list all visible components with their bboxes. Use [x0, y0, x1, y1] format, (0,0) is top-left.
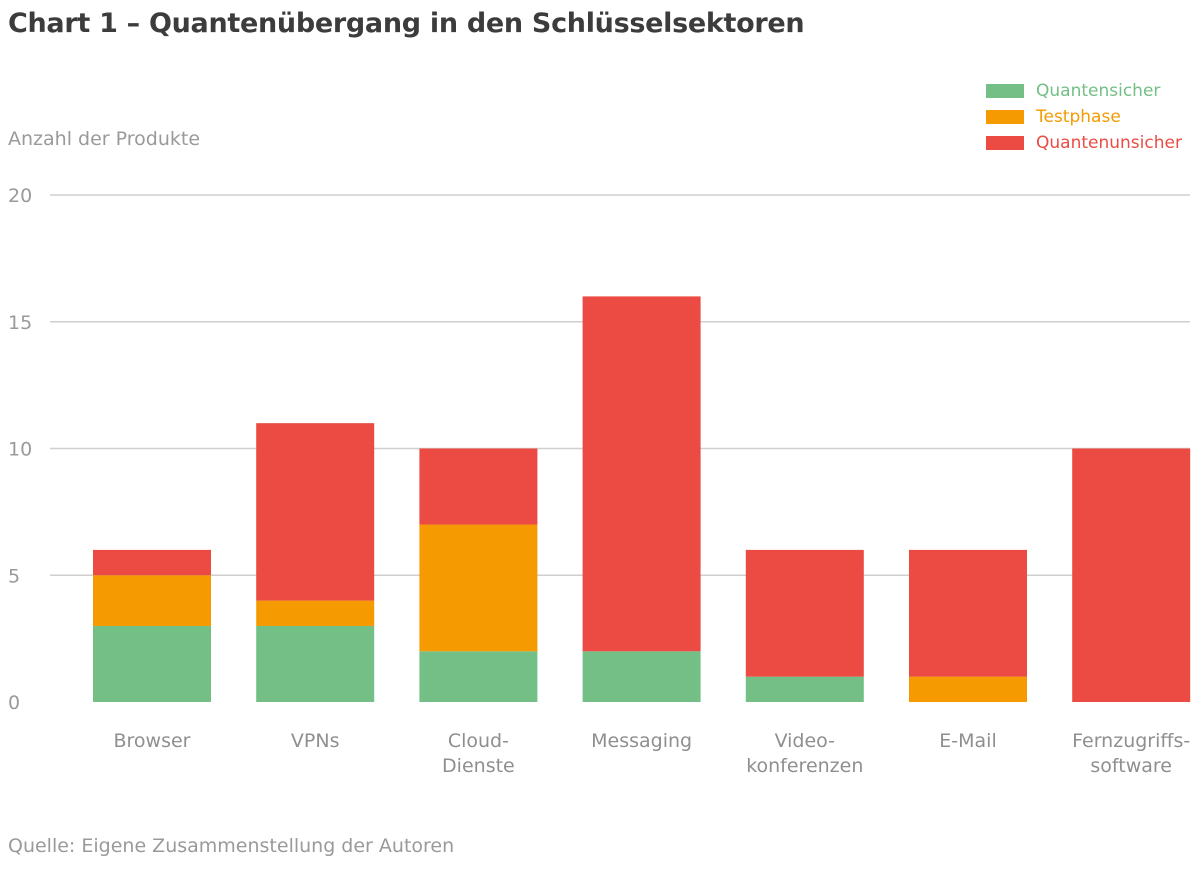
bar-segment-testphase: [909, 676, 1027, 702]
x-tick-label: E-Mail: [939, 730, 996, 752]
x-tick-label: Fernzugriffs-: [1072, 730, 1190, 752]
y-tick-label: 10: [8, 439, 32, 461]
bar-segment-quantenunsicher: [93, 549, 211, 576]
legend-item: Quantensicher: [986, 78, 1182, 104]
x-tick-label: Dienste: [442, 755, 515, 777]
legend-swatch: [986, 110, 1024, 124]
bar-segment-quantensicher: [256, 625, 375, 702]
legend-label: Quantenunsicher: [1036, 133, 1182, 153]
x-tick-label: Messaging: [591, 730, 692, 752]
bar-segment-quantensicher: [745, 676, 864, 702]
x-tick-label: konferenzen: [746, 755, 863, 777]
legend: Quantensicher Testphase Quantenunsicher: [986, 78, 1182, 156]
legend-swatch: [986, 84, 1024, 98]
source-note: Quelle: Eigene Zusammenstellung der Auto…: [8, 835, 455, 857]
y-tick-label: 5: [8, 565, 20, 587]
bar-segment-quantensicher: [582, 651, 701, 702]
bar-segment-quantensicher: [419, 651, 538, 702]
bar-segment-quantenunsicher: [582, 296, 701, 652]
legend-item: Testphase: [986, 104, 1182, 130]
y-tick-label: 20: [8, 185, 32, 207]
bar-segment-quantensicher: [93, 625, 211, 702]
legend-label: Testphase: [1036, 107, 1121, 127]
x-tick-label: VPNs: [291, 730, 340, 752]
bar-segment-testphase: [256, 600, 375, 626]
legend-item: Quantenunsicher: [986, 130, 1182, 156]
bar-segment-testphase: [419, 524, 538, 652]
bar-segment-quantenunsicher: [256, 423, 375, 601]
x-tick-label: Cloud-: [448, 730, 509, 752]
bar-segment-quantenunsicher: [1072, 448, 1191, 702]
legend-label: Quantensicher: [1036, 81, 1161, 101]
chart-title: Chart 1 – Quantenübergang in den Schlüss…: [8, 8, 805, 39]
bar-segment-quantenunsicher: [419, 448, 538, 525]
x-tick-label: Video-: [775, 730, 835, 752]
bar-segment-testphase: [93, 575, 211, 626]
bar-segment-quantenunsicher: [909, 549, 1027, 677]
bar-segment-quantenunsicher: [745, 549, 864, 677]
y-axis-label: Anzahl der Produkte: [8, 128, 201, 150]
x-tick-label: software: [1090, 755, 1172, 777]
legend-swatch: [986, 136, 1024, 150]
x-tick-label: Browser: [114, 730, 191, 752]
y-tick-label: 0: [8, 692, 20, 714]
y-tick-label: 15: [8, 312, 32, 334]
